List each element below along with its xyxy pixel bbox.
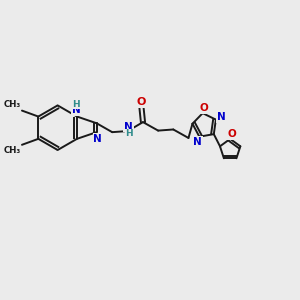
Text: O: O: [137, 97, 146, 107]
Text: N: N: [93, 134, 102, 144]
Text: CH₃: CH₃: [3, 146, 20, 155]
Text: N: N: [124, 122, 133, 132]
Text: H: H: [73, 100, 80, 109]
Text: N: N: [194, 137, 202, 147]
Text: N: N: [72, 105, 81, 115]
Text: O: O: [227, 129, 236, 139]
Text: CH₃: CH₃: [3, 100, 20, 109]
Text: H: H: [125, 129, 133, 138]
Text: O: O: [200, 103, 208, 113]
Text: N: N: [217, 112, 226, 122]
